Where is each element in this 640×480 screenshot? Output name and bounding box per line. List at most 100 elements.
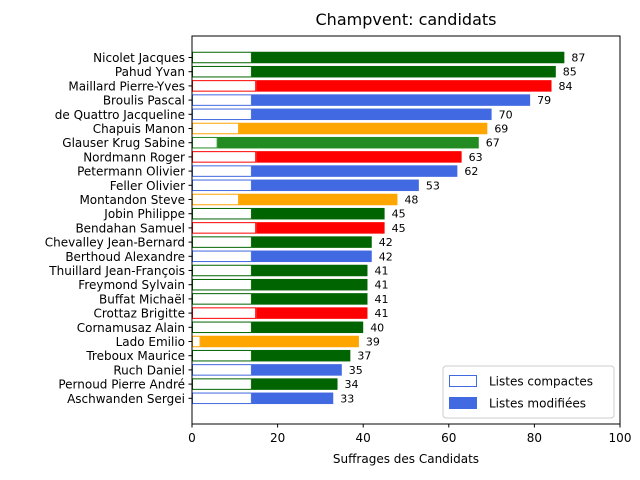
bar-value-label: 45	[392, 222, 406, 235]
compact-lists-bar	[192, 222, 257, 234]
y-tick-label: Petermann Olivier	[77, 165, 185, 179]
modified-lists-bar	[251, 293, 368, 305]
bar-value-label: 69	[494, 123, 508, 136]
x-tick-label: 60	[441, 431, 456, 445]
modified-lists-bar	[251, 108, 492, 121]
bar-value-label: 41	[374, 265, 388, 278]
y-tick-label: Berthoud Alexandre	[65, 250, 185, 264]
candidate-bar-group: 41 Freymond Sylvain	[78, 278, 388, 292]
modified-lists-bar	[251, 65, 556, 78]
modified-lists-bar	[239, 122, 488, 135]
x-tick-label: 20	[270, 431, 285, 445]
modified-lists-bar	[239, 193, 398, 206]
modified-lists-bar	[251, 349, 351, 362]
y-tick-label: Lado Emilio	[116, 335, 185, 349]
bar-value-label: 87	[571, 52, 585, 65]
modified-lists-bar	[251, 264, 368, 277]
plot-area: 87 Nicolet Jacques 85 Pahud Yvan 84 Maillard …	[45, 51, 586, 406]
y-tick-label: Broulis Pascal	[103, 94, 185, 108]
y-tick-label: de Quattro Jacqueline	[55, 108, 185, 122]
bar-value-label: 41	[374, 293, 388, 306]
modified-lists-bar	[251, 278, 368, 291]
x-tick-label: 80	[527, 431, 542, 445]
candidate-bar-group: 84 Maillard Pierre-Yves	[68, 79, 572, 93]
modified-lists-bar	[251, 94, 531, 106]
candidate-bar-group: 45 Bendahan Samuel	[75, 221, 405, 235]
bar-value-label: 45	[392, 208, 406, 221]
candidate-bar-group: 85 Pahud Yvan	[115, 65, 577, 79]
legend-swatch-outline	[449, 375, 477, 387]
compact-lists-bar	[192, 80, 257, 92]
bar-value-label: 42	[379, 236, 393, 249]
modified-lists-bar	[256, 307, 368, 319]
candidate-bar-group: 34 Pernoud Pierre André	[58, 378, 358, 392]
compact-lists-bar	[192, 321, 252, 334]
y-tick-label: Buffat Michaël	[99, 292, 185, 306]
candidate-bar-group: 35 Ruch Daniel	[113, 363, 362, 377]
x-axis-label: Suffrages des Candidats	[333, 452, 479, 466]
candidate-bar-group: 40 Cornamusaz Alain	[77, 321, 384, 335]
compact-lists-bar	[192, 108, 252, 121]
bar-value-label: 34	[345, 378, 359, 391]
compact-lists-bar	[192, 264, 252, 277]
modified-lists-bar	[251, 364, 342, 376]
compact-lists-bar	[192, 94, 252, 106]
compact-lists-bar	[192, 378, 252, 390]
legend: Listes compactes Listes modifiées	[442, 365, 615, 419]
y-tick-label: Nordmann Roger	[83, 150, 185, 164]
compact-lists-bar	[192, 307, 257, 319]
modified-lists-bar	[251, 321, 364, 334]
compact-lists-bar	[192, 364, 252, 376]
candidate-bar-group: 37 Treboux Maurice	[85, 349, 371, 363]
candidate-bar-group: 33 Aschwanden Sergei	[67, 392, 354, 406]
compact-lists-bar	[192, 151, 257, 163]
candidate-bar-group: 41 Thuillard Jean-François	[48, 264, 388, 278]
modified-lists-bar	[251, 51, 565, 64]
y-tick-label: Nicolet Jacques	[93, 51, 185, 65]
modified-lists-bar	[256, 80, 552, 92]
compact-lists-bar	[192, 335, 201, 348]
bar-value-label: 33	[340, 392, 354, 405]
x-tick-label: 40	[356, 431, 371, 445]
modified-lists-bar	[251, 378, 338, 390]
candidate-bar-group: 63 Nordmann Roger	[83, 150, 482, 164]
modified-lists-bar	[256, 222, 385, 234]
y-tick-label: Cornamusaz Alain	[77, 321, 185, 335]
bar-value-label: 63	[469, 151, 483, 164]
legend-entry: Listes modifiées	[449, 397, 586, 411]
candidate-bar-group: 67 Glauser Krug Sabine	[62, 136, 499, 150]
bar-value-label: 41	[374, 279, 388, 292]
candidate-bar-group: 41 Buffat Michaël	[99, 292, 388, 306]
candidate-bar-group: 69 Chapuis Manon	[93, 122, 509, 136]
candidate-bar-group: 70 de Quattro Jacqueline	[55, 108, 513, 122]
compact-lists-bar	[192, 278, 252, 291]
candidate-bar-group: 87 Nicolet Jacques	[93, 51, 585, 65]
candidate-bar-group: 42 Chevalley Jean-Bernard	[45, 236, 393, 250]
compact-lists-bar	[192, 136, 218, 149]
candidate-bar-group: 42 Berthoud Alexandre	[65, 250, 392, 264]
modified-lists-bar	[256, 151, 462, 163]
compact-lists-bar	[192, 392, 252, 405]
candidate-bar-group: 48 Montandon Steve	[79, 193, 418, 207]
x-tick-label: 0	[188, 431, 196, 445]
x-tick-label: 100	[609, 431, 632, 445]
bar-value-label: 79	[537, 94, 551, 107]
candidate-bar-group: 53 Feller Olivier	[110, 179, 440, 193]
bar-value-label: 62	[464, 165, 478, 178]
bar-value-label: 85	[563, 66, 577, 79]
candidate-bar-group: 79 Broulis Pascal	[103, 94, 551, 108]
bar-value-label: 40	[370, 321, 384, 334]
modified-lists-bar	[217, 136, 479, 149]
y-tick-label: Freymond Sylvain	[78, 278, 185, 292]
y-tick-label: Pernoud Pierre André	[58, 378, 185, 392]
compact-lists-bar	[192, 179, 252, 192]
compact-lists-bar	[192, 236, 252, 248]
compact-lists-bar	[192, 349, 252, 362]
legend-label: Listes modifiées	[489, 397, 586, 411]
compact-lists-bar	[192, 165, 252, 177]
bar-value-label: 84	[559, 80, 573, 93]
compact-lists-bar	[192, 65, 252, 78]
y-tick-label: Treboux Maurice	[85, 349, 185, 363]
y-tick-label: Chevalley Jean-Bernard	[45, 236, 185, 250]
modified-lists-bar	[251, 392, 334, 405]
